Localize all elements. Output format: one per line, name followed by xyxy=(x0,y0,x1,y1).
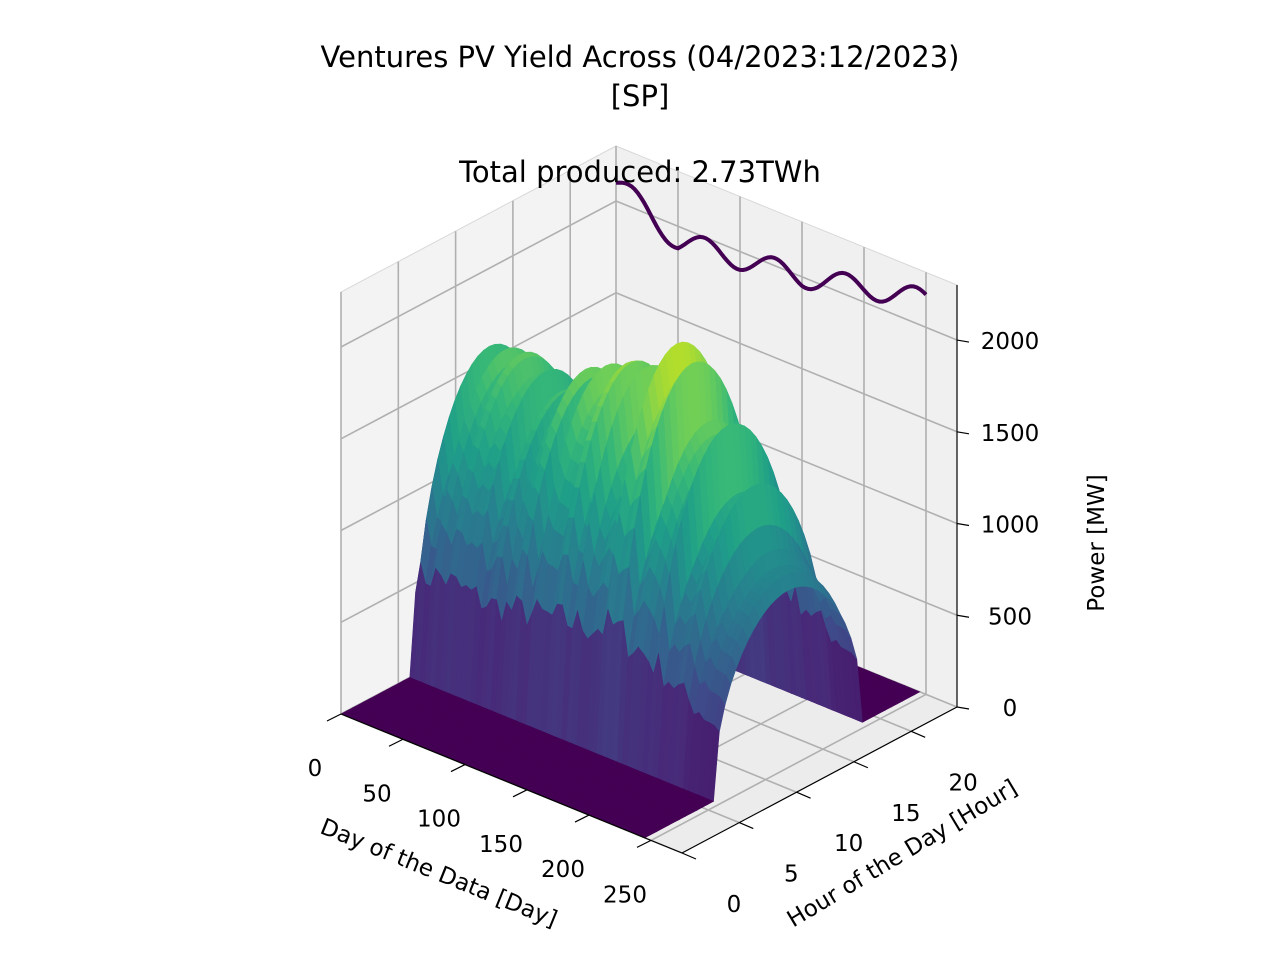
y-tick-label: 5 xyxy=(784,862,799,888)
z-tick-label: 2000 xyxy=(981,329,1040,355)
y-tick-label: 10 xyxy=(834,831,863,857)
y-tick-mark xyxy=(681,852,697,860)
y-tick-mark xyxy=(853,761,869,769)
surface-plot xyxy=(340,341,921,839)
x-tick-label: 0 xyxy=(308,756,323,782)
x-tick-label: 150 xyxy=(479,832,523,858)
z-tick-label: 0 xyxy=(1003,696,1018,722)
z-tick-mark xyxy=(956,522,970,527)
x-tick-mark xyxy=(636,839,652,848)
x-tick-mark xyxy=(326,713,342,722)
x-tick-mark xyxy=(512,789,528,798)
y-axis-label: Hour of the Day [Hour] xyxy=(783,775,1022,933)
z-tick-label: 500 xyxy=(988,604,1032,630)
x-tick-mark xyxy=(574,814,590,823)
x-tick-label: 50 xyxy=(362,781,391,807)
grid-line-z xyxy=(340,200,958,348)
x-tick-label: 200 xyxy=(541,857,585,883)
back-wall-series-line xyxy=(615,180,928,304)
y-tick-mark xyxy=(739,822,754,830)
chart-title-line2: [SP] xyxy=(611,79,670,113)
z-tick-mark xyxy=(956,614,970,618)
chart-title-line1: Ventures PV Yield Across (04/2023:12/202… xyxy=(321,40,960,74)
y-tick-mark xyxy=(796,791,811,799)
z-tick-label: 1000 xyxy=(981,513,1040,539)
z-tick-mark xyxy=(956,431,970,435)
back-wall-line xyxy=(615,180,928,304)
grid-line-z xyxy=(340,291,958,440)
chart-subtitle: Total produced: 2.73TWh xyxy=(458,155,821,189)
y-tick-label: 15 xyxy=(891,801,920,827)
x-tick-mark xyxy=(388,738,404,747)
y-tick-label: 0 xyxy=(727,892,742,918)
z-tick-mark xyxy=(956,339,970,343)
x-axis-line xyxy=(340,713,683,854)
x-tick-label: 100 xyxy=(417,807,461,833)
z-tick-label: 1500 xyxy=(981,421,1040,447)
y-tick-mark xyxy=(910,730,926,738)
z-axis-label: Power [MW] xyxy=(1084,474,1110,611)
z-tick-mark xyxy=(956,706,970,710)
x-tick-label: 250 xyxy=(603,882,647,908)
y-tick-label: 20 xyxy=(949,770,978,796)
x-tick-mark xyxy=(450,764,466,773)
